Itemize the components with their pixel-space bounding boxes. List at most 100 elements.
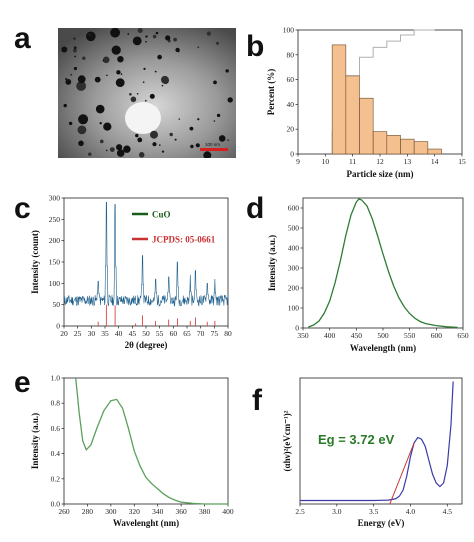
- x-tick-label: 65: [183, 329, 191, 338]
- tem-particle: [206, 31, 211, 36]
- y-axis-label: Intensity (count): [30, 230, 40, 294]
- tem-particle: [218, 135, 226, 142]
- x-tick-label: 320: [129, 507, 141, 516]
- tem-particle: [77, 125, 87, 135]
- tem-particle: [154, 70, 157, 73]
- y-tick-label: 250: [49, 215, 61, 224]
- tem-particle: [138, 152, 145, 158]
- tem-particle: [155, 31, 159, 35]
- x-tick-label: 400: [222, 507, 234, 516]
- tem-particle: [100, 139, 104, 144]
- y-tick-label: 100: [49, 279, 61, 288]
- x-tick-label: 280: [82, 507, 94, 516]
- y-tick-label: 400: [288, 244, 300, 253]
- tem-particle: [177, 50, 180, 53]
- x-tick-label: 360: [176, 507, 188, 516]
- tem-particle: [88, 33, 91, 36]
- y-tick-label: 0.4: [51, 449, 61, 458]
- x-tick-label: 3.5: [369, 507, 379, 516]
- xrd-pattern: [63, 201, 229, 308]
- x-tick-label: 70: [197, 329, 205, 338]
- x-tick-label: 40: [115, 329, 123, 338]
- x-tick-label: 35: [101, 329, 109, 338]
- x-tick-label: 25: [74, 329, 82, 338]
- x-axis-label: 2θ (degree): [125, 340, 168, 350]
- tem-particle: [145, 35, 148, 38]
- histogram-bar: [345, 75, 360, 155]
- tem-particle: [144, 99, 147, 102]
- tem-particle: [173, 37, 178, 42]
- x-tick-label: 45: [129, 329, 137, 338]
- tangent-line: [389, 442, 415, 505]
- tem-particle: [74, 55, 76, 58]
- y-tick-label: 80: [287, 50, 295, 59]
- plot-frame: [299, 377, 463, 505]
- x-axis-label: Particle size (nm): [347, 169, 414, 179]
- tem-particle: [165, 35, 171, 41]
- tem-particle: [142, 81, 145, 83]
- x-tick-label: 340: [152, 507, 164, 516]
- tem-particle: [216, 113, 221, 118]
- tem-particle: [225, 69, 229, 73]
- tem-particle: [86, 31, 96, 42]
- y-tick-label: 100: [288, 304, 300, 313]
- tem-particle: [63, 103, 67, 108]
- scale-bar-label: 100 nm: [205, 142, 220, 147]
- tem-particle: [216, 41, 219, 45]
- x-tick-label: 9: [296, 157, 300, 166]
- y-tick-label: 0: [56, 322, 60, 331]
- y-tick-label: 0.6: [51, 424, 61, 433]
- tem-particle: [116, 149, 125, 157]
- tem-particle: [178, 118, 181, 120]
- tem-micrograph: [58, 28, 236, 158]
- y-tick-label: 0.2: [51, 474, 61, 483]
- tem-particle: [161, 84, 164, 87]
- tem-particle: [197, 46, 200, 49]
- tem-particle: [105, 149, 108, 152]
- y-axis-label: Percent (%): [266, 69, 276, 116]
- tem-particle: [99, 122, 102, 125]
- tem-particle: [109, 147, 115, 153]
- tauc-curve: [300, 381, 454, 502]
- chart-f-tauc-plot: 2.5 3.0 3.5 4.0 4.5 Energy (eV) (αhν)²(eVcm⁻¹)…: [282, 377, 463, 528]
- x-tick-label: 20: [60, 329, 68, 338]
- chart-b-histogram: 9 10 11 12 13 14 15 0 20 40 60 80 100 Particle size (…: [266, 26, 466, 180]
- tem-particle: [116, 70, 121, 75]
- y-axis-label: (αhν)²(eVcm⁻¹)²: [282, 410, 292, 471]
- x-axis-label: Wavelength (nm): [350, 343, 416, 353]
- y-tick-label: 300: [288, 264, 300, 273]
- x-tick-label: 80: [224, 329, 232, 338]
- x-tick-label: 14: [431, 157, 439, 166]
- x-tick-label: 500: [377, 331, 389, 340]
- tem-particle: [203, 151, 212, 158]
- y-tick-label: 0: [290, 150, 294, 159]
- scale-bar: [200, 148, 228, 151]
- legend-label: JCPDS: 05-0661: [152, 235, 216, 245]
- y-tick-label: 600: [288, 204, 300, 213]
- panel-letter-a: a: [14, 22, 31, 55]
- tem-particle: [120, 73, 123, 75]
- tem-particle: [78, 140, 84, 147]
- x-tick-label: 2.5: [295, 507, 305, 516]
- tem-particle: [137, 137, 143, 143]
- tem-particle: [227, 97, 233, 103]
- plot-frame: [63, 377, 229, 505]
- tem-particle: [82, 56, 86, 60]
- tem-particle: [157, 54, 162, 60]
- chart-d-pl-spectrum: 350 400 450 500 550 600 650 0 100 200 300 400 500 600…: [267, 197, 469, 353]
- x-tick-label: 650: [457, 331, 469, 340]
- tem-particle: [70, 73, 73, 76]
- y-tick-label: 100: [283, 26, 295, 35]
- tem-particle: [135, 133, 139, 138]
- x-tick-label: 3.0: [332, 507, 342, 516]
- uv-curve: [75, 377, 228, 505]
- panel-letter-b: b: [246, 30, 264, 63]
- chart-c-xrd: 20 25 30 35 40 45 50 55 60 65 70 75 80 0 50 100 150 200 25…: [30, 194, 232, 351]
- tem-particle: [213, 120, 216, 122]
- tem-particle: [111, 45, 121, 55]
- y-tick-label: 0: [295, 324, 299, 333]
- y-tick-label: 50: [53, 300, 61, 309]
- y-tick-label: 150: [49, 258, 61, 267]
- tem-particle: [137, 28, 143, 33]
